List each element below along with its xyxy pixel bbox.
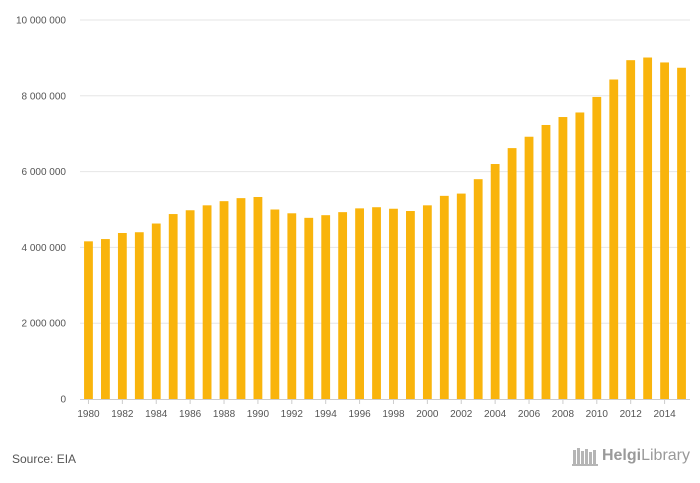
bar-2015 [677,67,686,399]
x-tick-label: 1992 [281,409,304,420]
bar-1991 [270,209,280,399]
y-tick-label: 2 000 000 [22,319,67,330]
y-tick-label: 0 [60,395,66,406]
bar-2000 [422,205,432,399]
x-axis-ticks: 1980 1982 1984 1986 1988 1990 1992 1994 1996 1998… [77,399,676,420]
bar-1990 [253,196,263,399]
y-axis-ticks: 0 2 000 000 4 000 000 6 000 000 8 000 000 10 … [16,16,67,406]
bar-1994 [321,215,331,399]
bar-2005 [507,148,517,399]
x-tick-label: 1998 [382,409,405,420]
bar-1981 [101,239,110,399]
y-tick-label: 10 000 000 [16,16,66,27]
bar-2011 [609,79,619,400]
bar-chart: 0 2 000 000 4 000 000 6 000 000 8 000 000 10 … [16,16,690,420]
bar-1982 [117,232,127,399]
bar-2008 [558,117,568,400]
y-tick-label: 4 000 000 [22,243,67,254]
bar-2003 [473,179,483,399]
x-tick-label: 1990 [247,409,270,420]
bar-1998 [389,208,398,399]
x-tick-label: 1988 [213,409,236,420]
bar-1988 [219,201,229,399]
x-tick-label: 1994 [315,409,338,420]
x-tick-label: 1984 [145,409,168,420]
bar-1997 [372,207,381,399]
x-tick-label: 2014 [653,409,676,420]
y-tick-label: 8 000 000 [22,91,67,102]
bar-1984 [151,223,161,399]
x-tick-label: 1982 [111,409,134,420]
bar-2010 [592,96,602,399]
x-tick-label: 2006 [518,409,541,420]
grid [80,19,690,324]
bookshelf-icon [571,448,598,466]
x-tick-label: 2008 [552,409,575,420]
x-tick-label: 2000 [416,409,439,420]
x-tick-label: 1986 [179,409,202,420]
bar-2013 [643,57,653,400]
bar-1980 [84,241,93,399]
logo-brand: Helgi [601,447,642,464]
bar-1986 [185,210,195,399]
x-tick-label: 2012 [620,409,643,420]
y-tick-label: 6 000 000 [22,167,67,178]
helgi-library-logo: HelgiLibrary [571,446,690,466]
bar-2002 [456,193,466,399]
bar-2014 [660,62,669,399]
x-tick-label: 2010 [586,409,609,420]
x-tick-label: 1996 [348,409,371,420]
bar-1992 [287,213,297,399]
bar-2004 [490,164,500,399]
bar-1987 [202,205,212,399]
source-note: Source: EIA [12,452,77,466]
bar-1999 [406,211,415,399]
bar-2006 [524,136,534,399]
bar-2001 [439,195,449,399]
bar-1983 [134,232,144,399]
bar-2012 [626,60,636,399]
bar-2009 [575,112,585,399]
bar-1995 [338,212,348,399]
bars [84,57,686,400]
x-tick-label: 1980 [77,409,100,420]
bar-1993 [304,217,314,399]
bar-2007 [541,124,551,399]
bar-1996 [355,208,364,399]
logo-suffix: Library [641,447,690,464]
x-tick-label: 2004 [484,409,507,420]
x-tick-label: 2002 [450,409,473,420]
bar-1985 [168,214,178,399]
bar-1989 [236,198,246,399]
